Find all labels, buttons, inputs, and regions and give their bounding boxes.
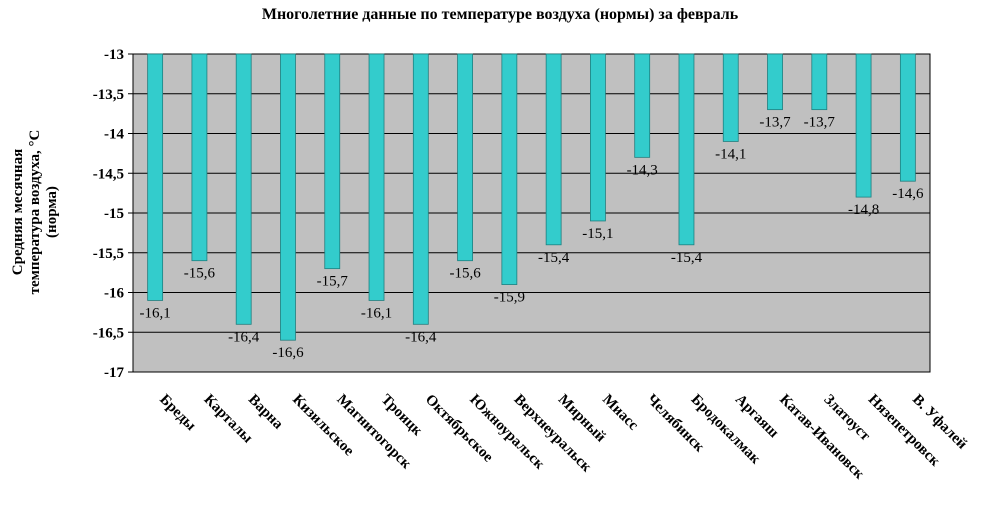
bar-value-label: -14,1	[715, 146, 746, 162]
bar	[147, 53, 164, 301]
y-tick-label: -15,5	[93, 246, 124, 262]
y-tick-label: -15	[104, 206, 124, 222]
bar-value-label: -16,1	[140, 305, 171, 321]
x-category-label: Миасс	[599, 392, 641, 434]
bar-value-label: -13,7	[804, 115, 836, 131]
bar	[899, 53, 916, 182]
y-tick-label: -16	[104, 286, 124, 302]
bar-value-label: -15,1	[582, 226, 613, 242]
y-tick-label: -13,5	[93, 87, 124, 103]
y-axis-label-line: Средняя месячная	[10, 149, 26, 275]
bar-value-label: -16,4	[228, 329, 260, 345]
x-category-label: Варна	[245, 392, 286, 433]
bar-value-label: -16,6	[272, 345, 304, 361]
bar	[191, 53, 208, 262]
bar-value-label: -14,6	[892, 186, 924, 202]
y-axis-label-line: температура воздуха, °С	[27, 130, 43, 295]
y-tick-label: -14,5	[93, 166, 124, 182]
bar	[678, 53, 695, 246]
y-tick-label: -16,5	[93, 325, 124, 341]
bar	[811, 53, 828, 111]
bar	[235, 53, 252, 325]
bar	[412, 53, 429, 325]
x-category-label: Катав-Ивановск	[776, 392, 867, 483]
chart-title: Многолетние данные по температуре воздух…	[261, 6, 739, 23]
bar	[545, 53, 562, 246]
bar	[855, 53, 872, 198]
bar-value-label: -15,6	[184, 266, 216, 282]
y-tick-label: -13	[104, 47, 124, 63]
bar-value-label: -16,1	[361, 305, 392, 321]
bar	[457, 53, 473, 262]
y-axis-label-line: (норма)	[44, 186, 60, 238]
y-tick-label: -17	[104, 365, 124, 381]
bar	[324, 53, 341, 270]
x-category-label: Бреды	[156, 392, 199, 435]
bar-value-label: -15,9	[494, 290, 525, 306]
x-category-label: Верхнеуральск	[511, 392, 595, 476]
bar-value-label: -14,8	[848, 202, 879, 218]
bar	[368, 53, 385, 301]
bar-value-label: -15,7	[317, 274, 349, 290]
bar	[767, 53, 783, 111]
bar-value-label: -15,4	[671, 250, 703, 266]
bar	[280, 53, 296, 341]
bar-value-label: -15,4	[538, 250, 570, 266]
bar	[634, 53, 651, 158]
bar-value-label: -13,7	[759, 115, 791, 131]
bar-value-label: -15,6	[449, 266, 481, 282]
bar-value-label: -16,4	[405, 329, 437, 345]
y-tick-label: -14	[104, 127, 124, 143]
bar	[722, 53, 739, 142]
bar	[501, 53, 518, 285]
bar	[590, 53, 606, 222]
bar-value-label: -14,3	[627, 162, 658, 178]
